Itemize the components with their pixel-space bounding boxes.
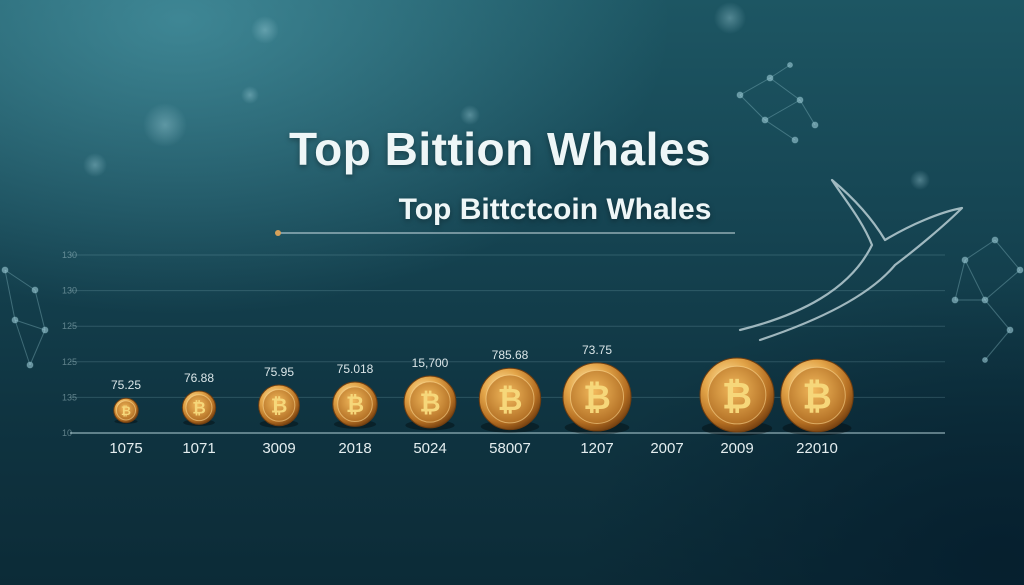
svg-text:₿: ₿ <box>497 383 522 418</box>
bitcoin-coin-icon: ₿ <box>403 375 457 431</box>
bitcoin-coin-icon: ₿ <box>332 381 378 429</box>
x-tick-label: 1071 <box>182 440 215 457</box>
bitcoin-coin-icon: ₿ <box>258 384 300 428</box>
bitcoin-coin-icon: ₿ <box>181 390 217 426</box>
bitcoin-coin-icon: ₿ <box>780 358 854 436</box>
data-label: 76.88 <box>184 371 214 385</box>
y-tick-label: 130 <box>62 286 77 296</box>
network-node-icon <box>951 236 1024 363</box>
svg-text:₿: ₿ <box>192 398 206 418</box>
network-node-icon <box>1 266 49 369</box>
x-tick-label: 1075 <box>109 440 142 457</box>
data-label: 785.68 <box>492 348 529 362</box>
data-label: 75.018 <box>337 362 374 376</box>
y-tick-label: 135 <box>62 392 77 402</box>
data-label: 75.25 <box>111 378 141 392</box>
y-tick-label: 125 <box>62 321 77 331</box>
page-subtitle: Top Bittctcoin Whales <box>398 193 712 226</box>
whale-tail-icon <box>738 178 964 342</box>
svg-text:₿: ₿ <box>802 375 832 418</box>
x-tick-label: 2007 <box>650 440 683 457</box>
bitcoin-coin-icon: ₿ <box>699 357 775 436</box>
x-tick-label: 22010 <box>796 440 838 457</box>
x-tick-label: 58007 <box>489 440 531 457</box>
x-tick-label: 2009 <box>720 440 753 457</box>
bitcoin-coin-icon: ₿ <box>478 367 542 433</box>
data-label: 75.95 <box>264 365 294 379</box>
network-node-icon <box>736 62 819 144</box>
bitcoin-coin-icon: ₿ <box>113 397 139 424</box>
svg-text:₿: ₿ <box>271 394 288 418</box>
x-tick-label: 3009 <box>262 440 295 457</box>
x-tick-label: 5024 <box>413 440 446 457</box>
svg-text:₿: ₿ <box>346 392 364 418</box>
svg-text:₿: ₿ <box>583 378 611 418</box>
y-tick-label: 125 <box>62 357 77 367</box>
data-label: 15,700 <box>412 356 449 370</box>
svg-text:₿: ₿ <box>121 404 131 418</box>
y-tick-label: 10 <box>62 428 72 438</box>
svg-text:₿: ₿ <box>722 374 752 417</box>
bitcoin-coin-icon: ₿ <box>562 362 632 435</box>
x-tick-label: 2018 <box>338 440 371 457</box>
underline-dot <box>275 230 281 236</box>
page-title: Top Bittion Whales <box>288 123 712 175</box>
data-label: 73.75 <box>582 343 612 357</box>
svg-text:₿: ₿ <box>419 388 440 418</box>
y-tick-label: 130 <box>62 250 77 260</box>
x-tick-label: 1207 <box>580 440 613 457</box>
